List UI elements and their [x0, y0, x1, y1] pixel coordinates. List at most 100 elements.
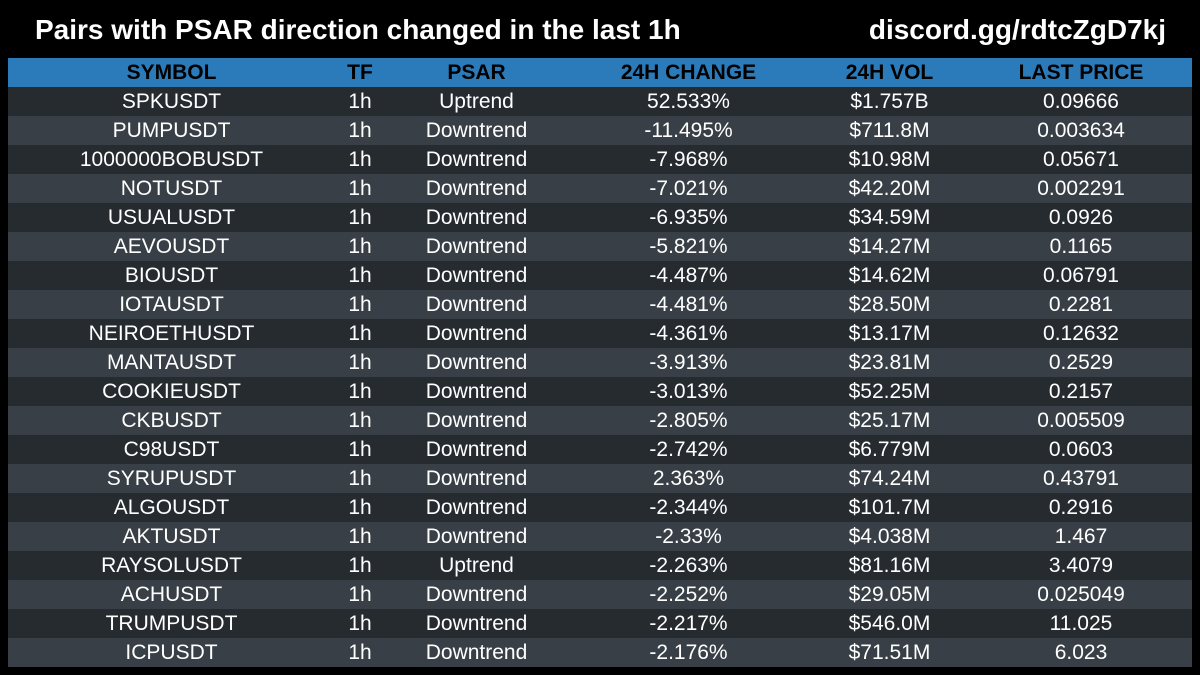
tf-cell: 1h [348, 264, 372, 287]
volume-cell: $13.17M [848, 322, 931, 345]
table-row: ACHUSDT 1h Downtrend -2.252% $29.05M 0.025049 [8, 580, 1192, 609]
price-cell: 0.002291 [1037, 177, 1125, 200]
symbol-cell: AKTUSDT [122, 525, 221, 548]
psar-cell: Downtrend [425, 496, 528, 519]
change-cell: -2.217% [649, 612, 728, 635]
tf-cell: 1h [348, 177, 372, 200]
psar-cell: Uptrend [439, 90, 514, 113]
tf-cell: 1h [348, 90, 372, 113]
discord-link[interactable]: discord.gg/rdtcZgD7kj [868, 14, 1166, 45]
table-row: NOTUSDT 1h Downtrend -7.021% $42.20M 0.002291 [8, 174, 1192, 203]
tf-cell: 1h [348, 322, 372, 345]
price-cell: 0.003634 [1037, 119, 1125, 142]
change-cell: -5.821% [649, 235, 728, 258]
symbol-cell: IOTAUSDT [119, 293, 224, 316]
symbol-cell: 1000000BOBUSDT [79, 148, 264, 171]
change-cell: -6.935% [649, 206, 728, 229]
table-row: MANTAUSDT 1h Downtrend -3.913% $23.81M 0.2529 [8, 348, 1192, 377]
tf-cell: 1h [348, 119, 372, 142]
tf-cell: 1h [348, 148, 372, 171]
psar-table-container: SYMBOL TF PSAR 24H CHANGE 24H VOL LAST P… [8, 58, 1192, 667]
price-cell: 0.12632 [1043, 322, 1119, 345]
price-cell: 0.2281 [1048, 293, 1114, 316]
symbol-cell: RAYSOLUSDT [101, 554, 242, 577]
table-row: TRUMPUSDT 1h Downtrend -2.217% $546.0M 11.025 [8, 609, 1192, 638]
symbol-cell: PUMPUSDT [112, 119, 231, 142]
volume-cell: $14.27M [848, 235, 931, 258]
change-cell: -3.013% [649, 380, 728, 403]
tf-cell: 1h [348, 438, 372, 461]
tf-cell: 1h [348, 409, 372, 432]
change-cell: -3.913% [649, 351, 728, 374]
change-cell: -2.176% [649, 641, 728, 664]
table-row: BIOUSDT 1h Downtrend -4.487% $14.62M 0.06791 [8, 261, 1192, 290]
tf-cell: 1h [348, 235, 372, 258]
tf-cell: 1h [348, 467, 372, 490]
table-row: 1000000BOBUSDT 1h Downtrend -7.968% $10.98M 0… [8, 145, 1192, 174]
psar-cell: Downtrend [425, 235, 528, 258]
volume-cell: $23.81M [848, 351, 931, 374]
table-row: IOTAUSDT 1h Downtrend -4.481% $28.50M 0.2281 [8, 290, 1192, 319]
column-header-psar: PSAR [447, 61, 506, 84]
symbol-cell: SPKUSDT [121, 90, 222, 113]
table-row: SPKUSDT 1h Uptrend 52.533% $1.757B 0.09666 [8, 87, 1192, 116]
symbol-cell: BIOUSDT [124, 264, 219, 287]
table-row: AEVOUSDT 1h Downtrend -5.821% $14.27M 0.1165 [8, 232, 1192, 261]
price-cell: 0.005509 [1037, 409, 1125, 432]
price-cell: 0.05671 [1043, 148, 1119, 171]
psar-cell: Downtrend [425, 583, 528, 606]
table-row: AKTUSDT 1h Downtrend -2.33% $4.038M 1.467 [8, 522, 1192, 551]
volume-cell: $14.62M [848, 264, 931, 287]
change-cell: -4.361% [649, 322, 728, 345]
volume-cell: $28.50M [848, 293, 931, 316]
symbol-cell: TRUMPUSDT [105, 612, 238, 635]
tf-cell: 1h [348, 496, 372, 519]
symbol-cell: NEIROETHUSDT [88, 322, 255, 345]
psar-cell: Downtrend [425, 612, 528, 635]
volume-cell: $81.16M [848, 554, 931, 577]
symbol-cell: USUALUSDT [107, 206, 236, 229]
volume-cell: $42.20M [848, 177, 931, 200]
price-cell: 0.43791 [1043, 467, 1119, 490]
symbol-cell: C98USDT [123, 438, 220, 461]
psar-cell: Downtrend [425, 148, 528, 171]
column-header-24h-vol: 24H VOL [845, 61, 934, 84]
psar-cell: Downtrend [425, 177, 528, 200]
table-row: C98USDT 1h Downtrend -2.742% $6.779M 0.0603 [8, 435, 1192, 464]
psar-cell: Downtrend [425, 293, 528, 316]
tf-cell: 1h [348, 554, 372, 577]
column-header-symbol: SYMBOL [126, 61, 217, 84]
column-header-24h-change: 24H CHANGE [620, 61, 757, 84]
volume-cell: $10.98M [848, 148, 931, 171]
symbol-cell: AEVOUSDT [113, 235, 230, 258]
price-cell: 0.2916 [1048, 496, 1114, 519]
tf-cell: 1h [348, 525, 372, 548]
price-cell: 0.1165 [1049, 235, 1113, 258]
tf-cell: 1h [348, 351, 372, 374]
change-cell: -2.252% [649, 583, 728, 606]
price-cell: 6.023 [1054, 641, 1108, 664]
volume-cell: $101.7M [848, 496, 931, 519]
change-cell: -2.344% [649, 496, 728, 519]
price-cell: 1.467 [1054, 525, 1108, 548]
price-cell: 0.2157 [1048, 380, 1114, 403]
volume-cell: $52.25M [848, 380, 931, 403]
table-row: NEIROETHUSDT 1h Downtrend -4.361% $13.17M 0.1… [8, 319, 1192, 348]
tf-cell: 1h [348, 612, 372, 635]
column-header-last-price: LAST PRICE [1018, 61, 1144, 84]
volume-cell: $71.51M [848, 641, 931, 664]
table-row: RAYSOLUSDT 1h Uptrend -2.263% $81.16M 3.4079 [8, 551, 1192, 580]
symbol-cell: MANTAUSDT [106, 351, 237, 374]
price-cell: 0.2529 [1048, 351, 1114, 374]
psar-cell: Downtrend [425, 119, 528, 142]
volume-cell: $4.038M [848, 525, 931, 548]
psar-cell: Downtrend [425, 264, 528, 287]
price-cell: 0.025049 [1037, 583, 1125, 606]
psar-cell: Downtrend [425, 525, 528, 548]
price-cell: 3.4079 [1048, 554, 1114, 577]
psar-cell: Uptrend [439, 554, 514, 577]
table-row: ALGOUSDT 1h Downtrend -2.344% $101.7M 0.2916 [8, 493, 1192, 522]
price-cell: 0.06791 [1043, 264, 1119, 287]
change-cell: -2.805% [649, 409, 728, 432]
table-row: ICPUSDT 1h Downtrend -2.176% $71.51M 6.023 [8, 638, 1192, 667]
